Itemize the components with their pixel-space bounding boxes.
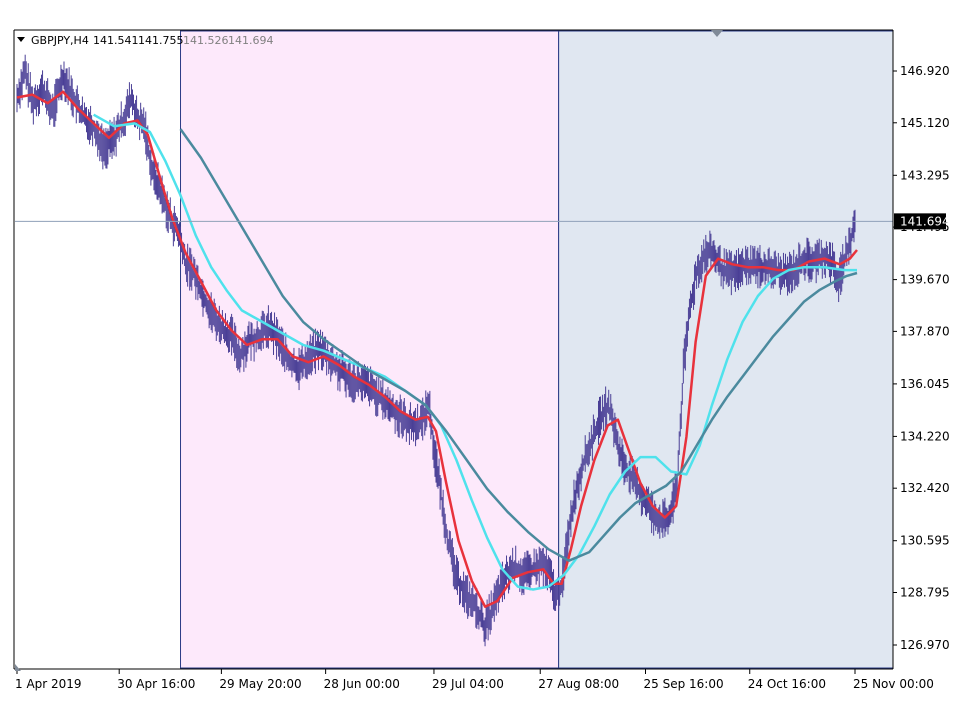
y-tick-label: 134.220 <box>900 429 950 443</box>
y-tick-label: 132.420 <box>900 481 950 495</box>
moving-average-line-2 <box>92 113 857 591</box>
moving-average-line-1 <box>16 90 858 608</box>
x-tick-label: 25 Nov 00:00 <box>853 677 934 691</box>
y-tick-label: 126.970 <box>900 638 950 652</box>
y-tick-label: 145.120 <box>900 116 950 130</box>
y-tick-label: 136.045 <box>900 377 950 391</box>
header-open: 141.541 <box>93 34 139 47</box>
y-tick-label: 146.920 <box>900 64 950 78</box>
symbol-header: GBPJPY,H4 <box>31 34 89 47</box>
header-high: 141.755 <box>138 34 184 47</box>
x-tick-label: 25 Sep 16:00 <box>644 677 724 691</box>
x-tick-label: 29 May 20:00 <box>219 677 301 691</box>
shaded-region-1 <box>180 30 560 669</box>
header-close: 141.694 <box>228 34 274 47</box>
x-tick-label: 24 Oct 16:00 <box>748 677 826 691</box>
shaded-region-2 <box>558 30 894 669</box>
y-tick-label: 143.295 <box>900 168 950 182</box>
dropdown-triangle-icon[interactable] <box>17 37 25 42</box>
current-price-label: 141.694 <box>900 214 950 228</box>
x-tick-label: 29 Jul 04:00 <box>432 677 504 691</box>
y-tick-label: 128.795 <box>900 585 950 599</box>
x-tick-label: 30 Apr 16:00 <box>117 677 195 691</box>
moving-average-line-3 <box>179 128 858 562</box>
x-tick-label: 27 Aug 08:00 <box>538 677 619 691</box>
y-tick-label: 137.870 <box>900 324 950 338</box>
shift-marker-icon[interactable] <box>711 30 723 37</box>
current-price-label-bg <box>894 213 946 230</box>
scale-fix-marker-icon[interactable] <box>15 664 21 671</box>
y-tick-label: 139.670 <box>900 273 950 287</box>
x-tick-label: 28 Jun 00:00 <box>324 677 400 691</box>
header-low: 141.526 <box>183 34 229 47</box>
y-tick-label: 130.595 <box>900 534 950 548</box>
x-tick-label: 1 Apr 2019 <box>15 677 82 691</box>
